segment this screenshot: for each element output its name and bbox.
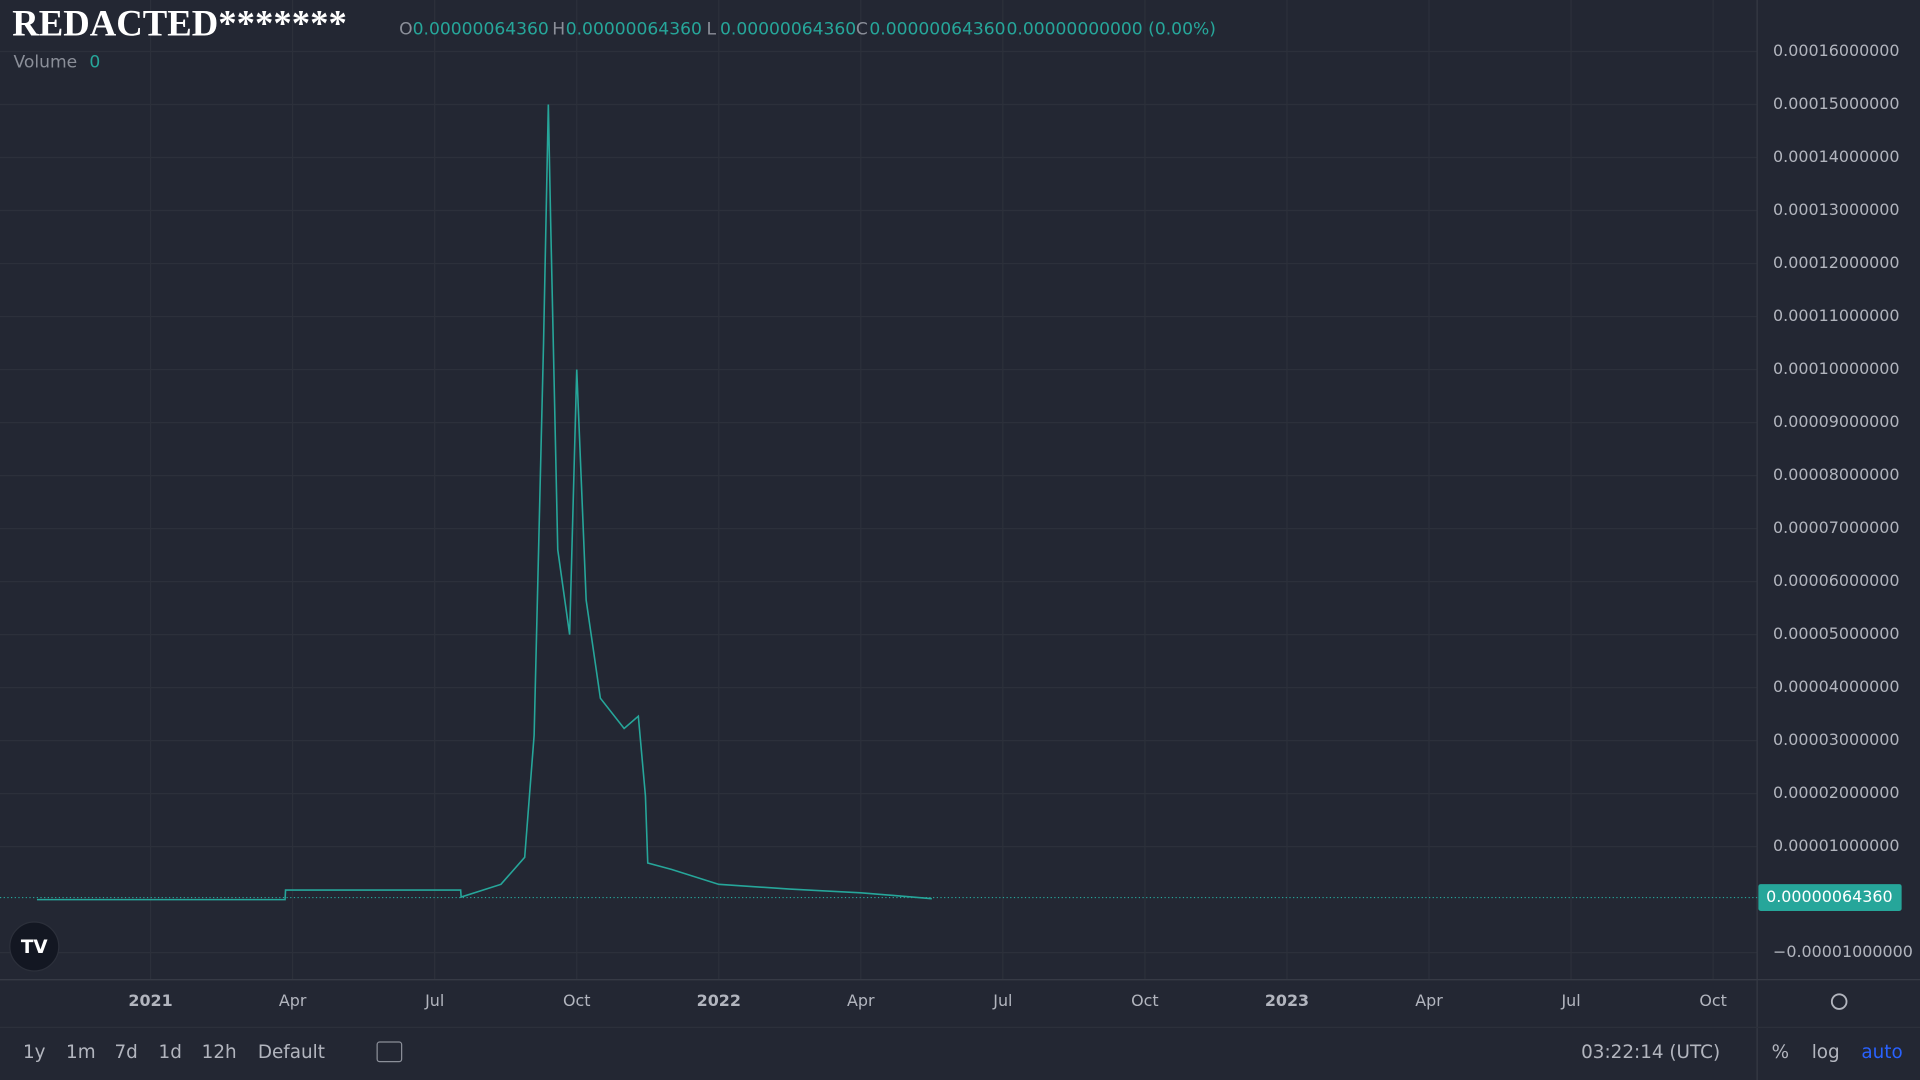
- volume-value: 0: [89, 52, 100, 72]
- range-button[interactable]: 1m: [66, 1042, 96, 1063]
- settings-icon[interactable]: [1830, 993, 1848, 1010]
- volume-label: Volume: [13, 52, 77, 72]
- scale-option[interactable]: %: [1772, 1042, 1789, 1063]
- y-tick-label: 0.00016000000: [1773, 41, 1900, 60]
- scale-option[interactable]: auto: [1861, 1042, 1902, 1063]
- y-tick-label: 0.00011000000: [1773, 306, 1900, 325]
- y-tick-label: 0.00001000000: [1773, 836, 1900, 855]
- price-tag-text: 0.00000064360: [1766, 887, 1893, 906]
- y-tick-label: 0.00004000000: [1773, 677, 1900, 696]
- price-line-series: [36, 104, 932, 901]
- ohlc-value: 0.00000064360: [566, 19, 702, 39]
- ohlc-label: L: [707, 19, 717, 39]
- x-tick-label: Apr: [1415, 991, 1443, 1010]
- y-tick-label: −0.00001000000: [1773, 942, 1913, 961]
- x-tick-label: Apr: [279, 991, 307, 1010]
- x-tick-label: Oct: [563, 991, 591, 1010]
- change: 0.00000000000 (0.00%): [1007, 19, 1216, 39]
- y-tick-label: 0.00014000000: [1773, 147, 1900, 166]
- x-tick-label: Jul: [992, 991, 1012, 1010]
- y-tick-label: 0.00010000000: [1773, 359, 1900, 378]
- logo[interactable]: [9, 921, 60, 972]
- range-button[interactable]: 12h: [202, 1042, 237, 1063]
- range-button[interactable]: 1d: [159, 1042, 182, 1063]
- x-tick-label: Jul: [1560, 991, 1580, 1010]
- x-tick-label: Jul: [424, 991, 444, 1010]
- ohlc-label: O: [399, 19, 412, 39]
- y-tick-label: 0.00006000000: [1773, 571, 1900, 590]
- logo-glyph: TV: [21, 937, 49, 958]
- x-tick-label: Oct: [1699, 991, 1727, 1010]
- y-tick-label: 0.00002000000: [1773, 783, 1900, 802]
- ohlc-legend: O 0.00000064360 H 0.00000064360 L 0.000000643…: [399, 19, 1005, 39]
- y-tick-label: 0.00005000000: [1773, 624, 1900, 643]
- clock: 03:22:14 (UTC): [1581, 1042, 1720, 1063]
- x-tick-label: 2021: [128, 991, 172, 1010]
- symbol: REDACTED*******: [12, 2, 347, 43]
- ohlc-value: 0.00000064360: [413, 19, 549, 39]
- price-tag: [1758, 884, 1902, 912]
- y-tick-label: 0.00015000000: [1773, 94, 1900, 113]
- date-range-icon[interactable]: [376, 1041, 403, 1063]
- grid: [0, 0, 1757, 980]
- ohlc-value: 0.00000064360: [869, 19, 1005, 39]
- y-tick-label: 0.00003000000: [1773, 730, 1900, 749]
- range-button[interactable]: 7d: [114, 1042, 137, 1063]
- y-tick-label: 0.00007000000: [1773, 518, 1900, 537]
- ohlc-label: H: [552, 19, 565, 39]
- y-tick-label: 0.00013000000: [1773, 200, 1900, 219]
- scale-option[interactable]: log: [1812, 1042, 1840, 1063]
- y-tick-label: 0.00008000000: [1773, 465, 1900, 484]
- ohlc-label: C: [856, 19, 868, 39]
- x-tick-label: Apr: [847, 991, 875, 1010]
- x-tick-label: Oct: [1131, 991, 1159, 1010]
- plot: [36, 104, 932, 901]
- x-tick-label: 2022: [697, 991, 741, 1010]
- ohlc-value: 0.00000064360: [720, 19, 856, 39]
- toolbar: 1y 1m 7d 1d 12h Default 03:22:14 (UTC)% log auto: [23, 1042, 1903, 1063]
- range-button[interactable]: 1y: [23, 1042, 46, 1063]
- range-button[interactable]: Default: [258, 1042, 325, 1063]
- y-tick-label: 0.00009000000: [1773, 412, 1900, 431]
- y-tick-label: 0.00012000000: [1773, 253, 1900, 272]
- x-tick-label: 2023: [1265, 991, 1309, 1010]
